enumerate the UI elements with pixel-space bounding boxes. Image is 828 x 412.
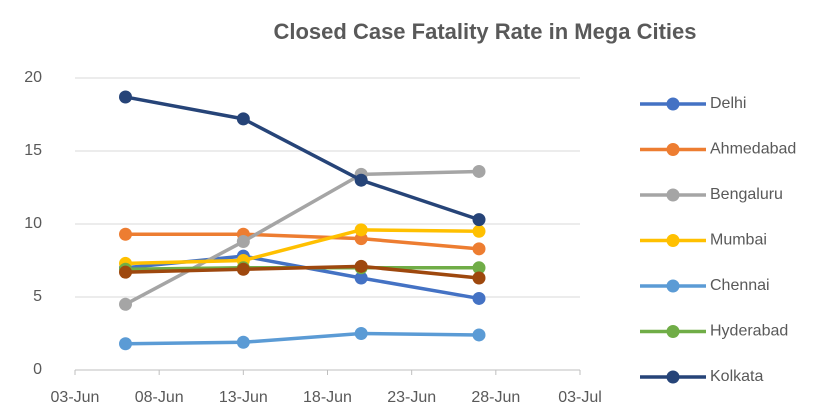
x-tick-label: 03-Jun — [51, 389, 100, 406]
data-point — [236, 262, 250, 276]
legend-label: Delhi — [710, 95, 746, 112]
x-tick-label: 23-Jun — [387, 389, 436, 406]
data-point — [472, 328, 486, 342]
legend-label: Ahmedabad — [710, 141, 796, 158]
data-point — [354, 173, 368, 187]
y-tick-label: 20 — [24, 69, 42, 86]
data-point — [119, 337, 132, 351]
x-tick-label: 18-Jun — [303, 389, 352, 406]
data-point — [354, 271, 368, 285]
y-tick-label: 10 — [24, 215, 42, 232]
x-tick-label: 28-Jun — [471, 389, 520, 406]
legend-marker — [666, 97, 680, 111]
data-point — [472, 164, 486, 178]
legend-marker — [666, 279, 680, 293]
series-line — [125, 331, 480, 346]
series-line — [124, 169, 480, 306]
data-point — [119, 297, 132, 311]
data-point — [354, 223, 368, 237]
legend-label: Mumbai — [710, 232, 767, 249]
legend-marker — [666, 188, 680, 202]
data-point — [354, 259, 368, 273]
data-point — [236, 335, 250, 349]
x-tick-label: 13-Jun — [219, 389, 268, 406]
legend-label: Hyderabad — [710, 323, 788, 340]
x-tick-label: 08-Jun — [135, 389, 184, 406]
data-point — [354, 327, 368, 340]
data-point — [236, 235, 250, 249]
data-point — [472, 291, 486, 305]
data-point — [472, 261, 486, 275]
legend-marker — [666, 325, 680, 338]
data-point — [119, 265, 132, 279]
data-point — [119, 227, 132, 241]
legend-marker — [666, 143, 680, 156]
x-tick-label: 03-Jul — [558, 389, 602, 406]
chart-title: Closed Case Fatality Rate in Mega Cities — [273, 19, 696, 44]
legend-label: Chennai — [710, 277, 770, 294]
y-tick-label: 15 — [24, 142, 42, 159]
legend-marker — [666, 234, 680, 247]
series-line — [125, 228, 480, 266]
data-point — [472, 224, 486, 238]
data-point — [472, 242, 486, 256]
legend-marker — [666, 370, 680, 384]
legend-label: Kolkata — [710, 368, 763, 385]
series-line — [125, 232, 480, 251]
y-tick-label: 5 — [33, 288, 42, 305]
series-line — [125, 264, 480, 280]
legend-label: Bengaluru — [710, 186, 783, 203]
series-line — [125, 95, 480, 222]
data-point — [472, 271, 486, 285]
data-point — [119, 90, 132, 104]
data-point — [236, 112, 250, 126]
y-tick-label: 0 — [33, 361, 42, 378]
data-point — [472, 213, 486, 227]
